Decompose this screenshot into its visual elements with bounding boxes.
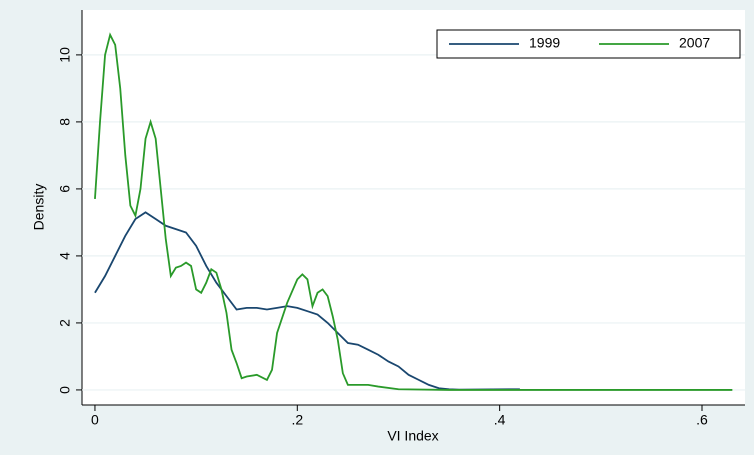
x-tick-label: .2 <box>291 412 303 428</box>
y-tick-label: 0 <box>57 386 73 394</box>
series-line <box>94 32 733 391</box>
y-tick-label: 6 <box>57 185 73 193</box>
legend-label: 2007 <box>679 35 710 51</box>
x-axis-title: VI Index <box>387 428 438 444</box>
x-tick-label: .4 <box>494 412 506 428</box>
x-tick-label: 0 <box>91 412 99 428</box>
x-tick-label: .6 <box>696 412 708 428</box>
y-tick-label: 10 <box>57 47 73 63</box>
y-tick-label: 4 <box>57 252 73 260</box>
plot-area <box>82 10 745 405</box>
series-line <box>94 211 520 391</box>
y-tick-label: 8 <box>57 118 73 126</box>
legend-label: 1999 <box>529 35 560 51</box>
y-axis-title: Density <box>31 184 47 231</box>
y-tick-label: 2 <box>57 319 73 327</box>
